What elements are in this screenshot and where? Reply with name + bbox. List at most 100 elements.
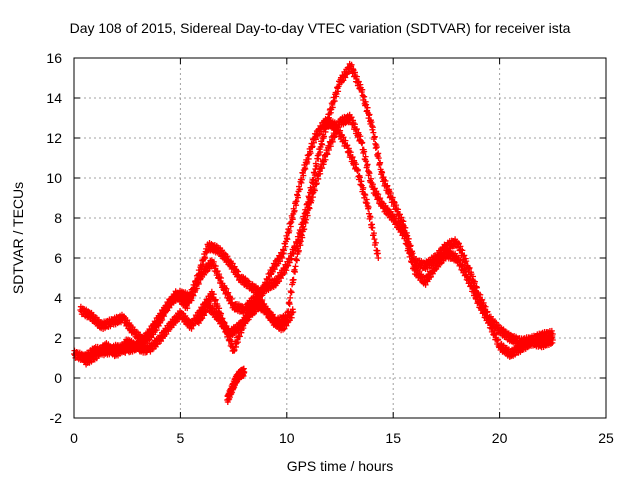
data-point [304, 212, 311, 219]
data-point [165, 328, 172, 335]
data-point [482, 309, 489, 316]
data-point [347, 149, 354, 156]
data-point [212, 296, 219, 303]
data-point [461, 252, 468, 259]
data-point [234, 339, 241, 346]
data-point [375, 255, 382, 261]
data-point [466, 264, 473, 271]
data-point [369, 224, 376, 231]
data-point [344, 142, 351, 149]
data-point [329, 104, 336, 111]
data-point [302, 165, 309, 172]
data-point [210, 291, 217, 298]
data-point [484, 313, 491, 320]
data-point [487, 319, 494, 326]
data-point [356, 174, 363, 181]
data-point [471, 278, 478, 285]
data-point [293, 257, 300, 264]
data-point [384, 182, 391, 189]
data-point [309, 143, 316, 150]
data-point [459, 261, 466, 268]
data-point [202, 255, 209, 262]
data-point [284, 236, 291, 243]
data-point [410, 261, 417, 268]
data-point [303, 216, 310, 223]
data-point [429, 270, 436, 277]
data-point [377, 159, 384, 166]
data-point [188, 325, 195, 332]
data-point [375, 155, 382, 162]
data-point [266, 309, 273, 316]
x-tick-label: 10 [279, 430, 295, 446]
data-point [287, 294, 294, 301]
data-point [342, 137, 349, 144]
y-tick-label: -2 [50, 410, 63, 426]
data-point [293, 198, 300, 205]
data-point [319, 165, 326, 172]
data-point [292, 263, 299, 270]
x-tick-label: 5 [177, 430, 185, 446]
y-tick-label: 4 [54, 290, 62, 306]
data-point [366, 111, 373, 118]
data-point [349, 153, 356, 160]
data-point [335, 126, 342, 133]
data-point [161, 313, 168, 320]
data-point [360, 184, 367, 191]
data-point [353, 73, 360, 80]
x-tick-label: 0 [70, 430, 78, 446]
data-point [242, 320, 249, 327]
data-point [548, 327, 555, 334]
data-point [286, 227, 293, 234]
data-point [359, 86, 366, 93]
data-point [367, 214, 374, 221]
data-point [324, 151, 331, 158]
data-point [295, 194, 302, 201]
data-marks [71, 60, 556, 405]
data-point [225, 289, 232, 296]
data-point [371, 133, 378, 140]
y-tick-label: 12 [46, 130, 62, 146]
data-point [286, 301, 293, 308]
data-point [364, 104, 371, 111]
data-point [459, 247, 466, 254]
data-point [354, 166, 361, 173]
data-point [312, 136, 319, 143]
data-point [191, 285, 198, 292]
plot-frame [73, 57, 607, 419]
data-point [206, 298, 213, 305]
data-point [365, 204, 372, 211]
data-point [359, 139, 366, 146]
data-point [170, 322, 177, 329]
data-point [321, 133, 328, 140]
data-point [473, 294, 480, 301]
data-point [493, 331, 500, 338]
data-point [549, 331, 556, 337]
data-point [196, 270, 203, 277]
x-axis-label: GPS time / hours [286, 458, 394, 474]
data-point [295, 247, 302, 254]
data-point [313, 162, 320, 169]
data-point [298, 176, 305, 183]
data-point [155, 322, 162, 329]
data-point [402, 233, 409, 240]
y-tick-label: 8 [54, 210, 62, 226]
data-point [280, 247, 287, 254]
data-point [471, 288, 478, 295]
data-point [362, 192, 369, 199]
data-point [549, 337, 556, 343]
data-point [364, 161, 371, 168]
data-point [241, 369, 248, 375]
y-tick-label: 0 [54, 370, 62, 386]
data-point [370, 129, 377, 136]
data-point [288, 314, 295, 321]
data-point [296, 186, 303, 193]
y-tick-label: 6 [54, 250, 62, 266]
data-point [189, 291, 196, 298]
data-point [236, 333, 243, 340]
data-point [477, 299, 484, 306]
data-point [266, 275, 273, 282]
axis-ticks: 0 5 10 15 20 25 -2 0 2 4 6 8 10 12 14 16 [46, 50, 614, 446]
data-point [319, 141, 326, 148]
data-point [361, 148, 368, 155]
